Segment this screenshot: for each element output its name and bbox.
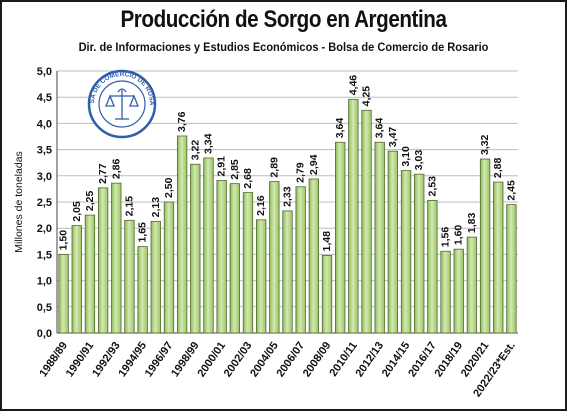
bar: [308, 178, 319, 334]
y-tick-label: 1,0: [37, 276, 52, 288]
y-tick-label: 2,5: [37, 197, 52, 209]
data-label: 2,13: [150, 197, 162, 218]
y-axis-label: Millones de toneladas: [13, 151, 25, 253]
data-label: 2,77: [97, 163, 109, 184]
data-label: 3,22: [189, 140, 201, 161]
y-tick-label: 4,0: [37, 118, 52, 130]
y-tick-label: 4,5: [37, 92, 52, 104]
bar: [111, 182, 122, 334]
data-label: 2,50: [163, 177, 175, 198]
data-label: 1,83: [466, 213, 478, 234]
y-tick-label: 0,0: [37, 328, 52, 340]
data-label: 2,33: [282, 186, 294, 207]
data-label: 3,10: [400, 146, 412, 167]
y-tick-label: 2,0: [37, 223, 52, 235]
bar: [400, 170, 412, 334]
bar: [137, 246, 148, 334]
data-labels: 1,502,052,252,77 2,86 2,151,652,132,50 3,76…: [58, 75, 518, 252]
bar: [466, 236, 478, 334]
data-label: 3,64: [374, 118, 386, 139]
bar: [453, 248, 464, 334]
bar: [242, 192, 254, 334]
data-label: 2,91: [216, 156, 228, 177]
data-label: 2,68: [242, 168, 254, 189]
bar: [348, 98, 359, 334]
bar: [229, 183, 240, 334]
data-label: 2,86: [110, 159, 122, 180]
bar: [295, 186, 306, 334]
bar: [282, 210, 293, 334]
data-label: 2,25: [84, 191, 96, 212]
bar: [216, 180, 227, 334]
bar: [124, 219, 135, 334]
bar: [71, 225, 82, 334]
bar: [506, 204, 517, 334]
data-label: 2,53: [426, 176, 438, 197]
data-label: 4,46: [347, 75, 359, 96]
data-label: 2,16: [255, 195, 267, 216]
bar: [321, 255, 333, 334]
data-label: 4,25: [361, 86, 373, 107]
bars: [58, 98, 517, 334]
bar: [479, 158, 491, 334]
data-label: 2,05: [71, 201, 83, 222]
bar: [203, 157, 214, 334]
data-label: 1,56: [440, 227, 452, 248]
data-label: 2,45: [505, 180, 517, 201]
y-tick-label: 5,0: [37, 66, 52, 78]
bar: [190, 163, 201, 334]
data-label: 2,15: [123, 196, 135, 217]
bolsa-comercio-rosario-logo: BOLSA DE COMERCIO DE ROSARIO: [0, 0, 157, 139]
bar: [387, 150, 399, 334]
chart-title: Producción de Sorgo en Argentina: [120, 6, 447, 33]
x-axis-ticks: 1988/891990/911992/931994/951996/971998/…: [37, 340, 517, 399]
bar: [256, 219, 267, 334]
y-tick-label: 3,5: [37, 145, 52, 157]
data-label: 3,03: [413, 150, 425, 171]
data-label: 2,94: [308, 154, 320, 175]
y-axis-ticks: 0,0 0,5 1,0 1,5 2,0 2,5 3,0 3,5 4,0 4,5 5,0: [37, 66, 52, 340]
bar: [58, 253, 69, 334]
data-label: 2,88: [492, 157, 504, 178]
y-tick-label: 1,5: [37, 249, 52, 261]
data-label: 1,50: [58, 230, 70, 251]
data-label: 1,65: [137, 222, 149, 243]
bar: [374, 141, 385, 334]
data-label: 3,34: [202, 133, 214, 154]
bar: [493, 181, 504, 334]
y-tick-label: 0,5: [37, 302, 52, 314]
bar: [440, 250, 451, 334]
chart-subtitle: Dir. de Informaciones y Estudios Económi…: [78, 40, 489, 54]
bar: [269, 181, 280, 334]
bar: [414, 173, 425, 334]
bar: [97, 187, 109, 334]
data-label: 2,85: [229, 159, 241, 180]
bar: [163, 201, 175, 334]
data-label: 3,64: [334, 118, 346, 139]
data-label: 3,47: [387, 127, 399, 148]
y-tick-label: 3,0: [37, 171, 52, 183]
bar: [176, 135, 188, 334]
bar: [150, 220, 161, 334]
data-label: 1,48: [321, 231, 333, 252]
data-label: 2,79: [295, 162, 307, 183]
bar: [361, 109, 372, 334]
bar: [427, 200, 438, 334]
data-label: 3,76: [176, 111, 188, 132]
data-label: 2,89: [268, 157, 280, 178]
bar: [84, 214, 96, 334]
data-label: 1,60: [453, 225, 465, 246]
data-label: 3,32: [479, 134, 491, 155]
bar: [335, 141, 346, 334]
